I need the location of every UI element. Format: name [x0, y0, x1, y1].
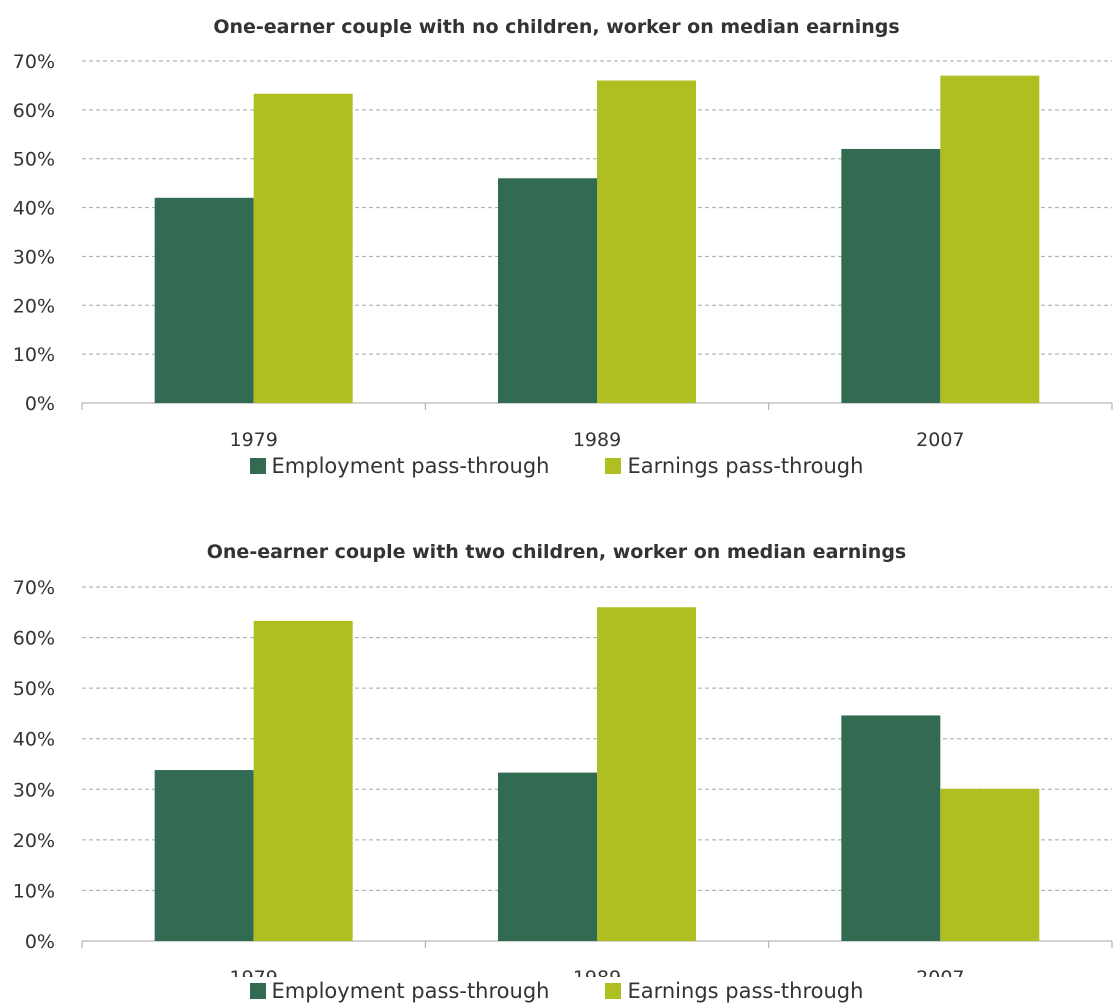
legend: Employment pass-through Earnings pass-th…	[0, 454, 1113, 478]
bar-employment	[498, 772, 597, 941]
y-tick-label: 10%	[13, 344, 55, 366]
x-tick-label: 1989	[573, 429, 621, 450]
legend-swatch-employment	[249, 983, 266, 999]
chart-panel-no-children: One-earner couple with no children, work…	[0, 0, 1113, 500]
legend: Employment pass-through Earnings pass-th…	[0, 979, 1113, 1003]
bar-earnings	[253, 93, 353, 403]
bar-employment	[841, 715, 941, 941]
legend-swatch-employment	[249, 458, 266, 474]
bar-earnings	[597, 607, 696, 941]
legend-item-employment: Employment pass-through	[249, 979, 550, 1003]
bar-employment	[841, 148, 941, 403]
legend-swatch-earnings	[605, 458, 622, 474]
x-tick-label: 1979	[229, 429, 277, 450]
y-tick-label: 40%	[13, 198, 55, 220]
bar-chart-plot: 0% 10% 20% 30% 40% 50% 60% 70% 1979 1989 2007	[13, 51, 1113, 450]
chart-title: One-earner couple with two children, wor…	[206, 541, 907, 563]
y-tick-label: 20%	[13, 295, 55, 317]
y-tick-label: 40%	[13, 729, 55, 751]
chart-panel-two-children: One-earner couple with two children, wor…	[0, 527, 1113, 1004]
chart-title: One-earner couple with no children, work…	[213, 16, 900, 38]
bar-earnings	[253, 620, 353, 941]
bar-employment	[154, 770, 254, 941]
y-tick-label: 30%	[13, 246, 55, 268]
y-tick-label: 0%	[25, 931, 55, 953]
y-tick-label: 0%	[25, 393, 55, 415]
y-tick-label: 20%	[13, 830, 55, 852]
bar-earnings	[940, 75, 1040, 404]
x-tick-label: 1979	[229, 967, 277, 977]
y-tick-label: 60%	[13, 628, 55, 650]
legend-label: Earnings pass-through	[627, 979, 864, 1003]
y-tick-label: 10%	[13, 880, 55, 902]
legend-label: Employment pass-through	[271, 454, 550, 478]
legend-item-employment: Employment pass-through	[249, 454, 550, 478]
legend-item-earnings: Earnings pass-through	[605, 454, 863, 478]
legend-label: Employment pass-through	[271, 979, 550, 1003]
bar-earnings	[597, 80, 696, 404]
y-tick-label: 60%	[13, 100, 55, 122]
legend-swatch-earnings	[605, 983, 622, 999]
x-tick-label: 2007	[916, 967, 964, 977]
bar-employment	[498, 178, 597, 403]
y-tick-label: 30%	[13, 779, 55, 801]
x-tick-label: 1989	[573, 967, 621, 977]
y-tick-label: 70%	[13, 577, 55, 599]
x-tick-label: 2007	[916, 429, 964, 450]
bar-employment	[154, 197, 254, 403]
bar-chart-plot: 0% 10% 20% 30% 40% 50% 60% 70% 1979 1989 2007	[13, 577, 1113, 977]
bar-earnings	[940, 788, 1040, 941]
y-tick-label: 50%	[13, 149, 55, 171]
legend-item-earnings: Earnings pass-through	[605, 979, 863, 1003]
legend-label: Earnings pass-through	[627, 454, 864, 478]
y-tick-label: 50%	[13, 678, 55, 700]
y-tick-label: 70%	[13, 51, 55, 73]
